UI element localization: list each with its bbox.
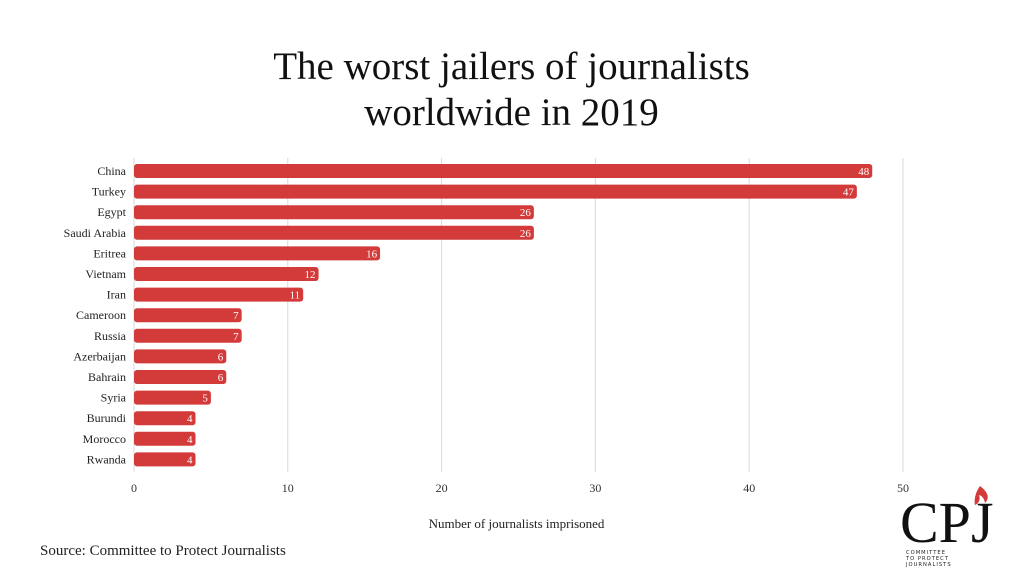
bar: [134, 308, 242, 323]
x-tick-label: 50: [897, 481, 909, 495]
data-label: 7: [233, 331, 239, 343]
x-tick-label: 40: [743, 481, 755, 495]
category-label: Morocco: [83, 432, 126, 446]
x-tick-label: 0: [131, 481, 137, 495]
bar: [134, 225, 534, 240]
cpj-logo-letters: CPJ: [900, 490, 994, 555]
bar: [134, 328, 242, 343]
data-label: 26: [520, 228, 532, 240]
data-label: 47: [843, 187, 855, 199]
chart-title-line-2: worldwide in 2019: [364, 91, 659, 134]
category-label: Eritrea: [93, 246, 126, 260]
category-label: Turkey: [92, 185, 126, 199]
x-tick-label: 30: [589, 481, 601, 495]
category-label: Bahrain: [88, 370, 126, 384]
data-label: 4: [187, 413, 193, 425]
data-label: 7: [233, 310, 239, 322]
bar: [134, 246, 381, 261]
category-label: China: [97, 164, 126, 178]
category-label: Cameroon: [76, 308, 126, 322]
category-label: Azerbaijan: [73, 349, 126, 363]
category-label: Iran: [107, 288, 126, 302]
flame-icon: [974, 486, 988, 505]
data-label: 5: [202, 393, 208, 405]
category-label: Syria: [101, 391, 127, 405]
x-tick-label: 20: [436, 481, 448, 495]
bar: [134, 370, 227, 384]
data-label: 6: [218, 372, 224, 384]
bar: [134, 411, 196, 426]
x-axis-title: Number of journalists imprisoned: [429, 516, 605, 531]
bar: [134, 431, 196, 446]
bar: [134, 349, 227, 364]
cpj-logo: CPJ COMMITTEE TO PROTECT JOURNALISTS: [900, 486, 994, 568]
category-label: Egypt: [97, 205, 126, 219]
x-tick-label: 10: [282, 481, 294, 495]
data-label: 48: [858, 166, 870, 178]
bar: [134, 287, 304, 302]
category-label: Rwanda: [87, 452, 127, 466]
bar: [134, 390, 211, 405]
category-label: Vietnam: [85, 267, 126, 281]
data-label: 12: [305, 269, 316, 281]
cpj-tagline-line-1: COMMITTEE: [906, 550, 946, 556]
source-note: Source: Committee to Protect Journalists: [40, 543, 286, 559]
data-label: 4: [187, 454, 193, 466]
data-label: 6: [218, 351, 224, 363]
data-label: 4: [187, 434, 193, 446]
cpj-tagline-line-3: JOURNALISTS: [905, 562, 952, 568]
data-label: 16: [366, 248, 378, 260]
category-label: Russia: [94, 329, 127, 343]
chart-title-line-1: The worst jailers of journalists: [273, 45, 750, 88]
category-label: Saudi Arabia: [64, 226, 127, 240]
bar: [134, 184, 857, 199]
bar: [134, 267, 319, 281]
chart-title: The worst jailers of journalists worldwi…: [0, 44, 1023, 136]
bar: [134, 164, 873, 178]
cpj-logo-tagline: COMMITTEE TO PROTECT JOURNALISTS: [905, 550, 952, 568]
bar: [134, 452, 196, 467]
data-label: 26: [520, 207, 532, 219]
data-label: 11: [290, 290, 301, 302]
bar: [134, 205, 534, 220]
category-label: Burundi: [87, 411, 127, 425]
cpj-tagline-line-2: TO PROTECT: [905, 556, 949, 562]
